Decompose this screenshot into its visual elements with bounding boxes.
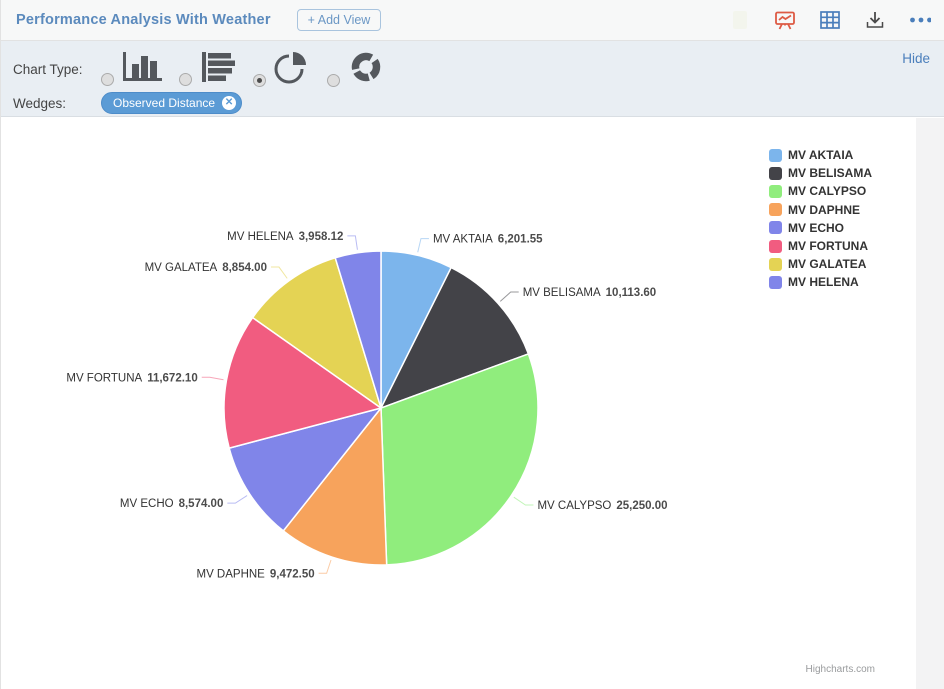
chart-area: MV AKTAIA 6,201.55 MV BELISAMA 10,113.60 MV …	[1, 117, 917, 683]
legend-swatch	[769, 148, 782, 162]
legend-item-mv-helena[interactable]: MV HELENA	[769, 273, 872, 291]
pie-data-label: MV GALATEA 8,854.00	[145, 262, 267, 274]
legend-swatch	[769, 257, 782, 271]
legend-swatch	[769, 239, 782, 253]
hide-link[interactable]: Hide	[902, 51, 930, 66]
pie-data-label: MV HELENA 3,958.12	[227, 231, 343, 243]
right-gutter	[916, 118, 944, 689]
chart-type-row: Chart Type:	[13, 49, 944, 89]
label-connector	[417, 238, 429, 253]
legend-swatch	[769, 184, 782, 198]
pie-data-label: MV CALYPSO 25,250.00	[537, 500, 667, 512]
legend-label: MV FORTUNA	[788, 239, 868, 254]
highcharts-credit[interactable]: Highcharts.com	[805, 664, 875, 675]
legend-swatch	[769, 203, 782, 217]
pie-radio[interactable]	[253, 73, 266, 87]
presentation-chart-icon[interactable]	[774, 9, 796, 31]
pie-data-label: MV DAPHNE 9,472.50	[196, 568, 314, 580]
legend-item-mv-galatea[interactable]: MV GALATEA	[769, 255, 872, 273]
legend-item-mv-daphne[interactable]: MV DAPHNE	[769, 201, 872, 219]
label-connector	[201, 376, 224, 381]
legend-swatch	[769, 166, 782, 180]
legend-item-mv-aktaia[interactable]: MV AKTAIA	[769, 146, 872, 164]
label-connector	[270, 266, 288, 279]
wedges-label: Wedges:	[13, 95, 67, 111]
legend-label: MV DAPHNE	[788, 202, 861, 217]
pie-slice-mv-calypso[interactable]	[380, 353, 539, 566]
wedge-tag[interactable]: Observed Distance ✕	[101, 92, 243, 114]
add-view-button[interactable]: + Add View	[296, 9, 382, 31]
pie-data-label: MV ECHO 8,574.00	[120, 498, 223, 510]
wedge-tag-label: Observed Distance	[113, 96, 216, 110]
legend-label: MV GALATEA	[788, 257, 867, 272]
pie-data-label: MV FORTUNA 11,672.10	[66, 372, 197, 384]
label-connector	[513, 496, 534, 506]
pie-slice-mv-belisama[interactable]	[380, 266, 530, 409]
pie-chart-icon	[273, 49, 313, 90]
label-connector	[227, 495, 248, 504]
label-connector	[499, 291, 519, 302]
header-actions	[729, 9, 931, 31]
legend-item-mv-belisama[interactable]: MV BELISAMA	[769, 164, 872, 182]
column-chart-icon	[121, 50, 165, 89]
pie-chart: MV AKTAIA 6,201.55 MV BELISAMA 10,113.60 MV …	[66, 231, 667, 580]
legend-label: MV HELENA	[788, 275, 859, 290]
remove-wedge-icon[interactable]: ✕	[222, 96, 237, 110]
header-bar: Performance Analysis With Weather + Add …	[1, 0, 944, 41]
bar-radio[interactable]	[179, 72, 192, 86]
pie-slice-mv-helena[interactable]	[334, 250, 382, 409]
legend-item-mv-echo[interactable]: MV ECHO	[769, 219, 872, 237]
legend-item-mv-calypso[interactable]: MV CALYPSO	[769, 182, 872, 200]
legend-label: MV BELISAMA	[788, 166, 872, 181]
legend-swatch	[769, 275, 782, 289]
ellipsis-icon[interactable]	[909, 9, 931, 31]
chart-type-option-column[interactable]	[101, 50, 165, 89]
wedges-row: Wedges: Observed Distance ✕	[13, 90, 944, 116]
pie-data-label: MV AKTAIA 6,201.55	[433, 234, 543, 246]
donut-radio[interactable]	[327, 73, 340, 87]
chart-legend: MV AKTAIA MV BELISAMA MV CALYPSO MV DAPHNE M…	[769, 146, 872, 292]
column-radio[interactable]	[101, 72, 114, 86]
chart-options-toolbar: Hide Chart Type:	[1, 41, 944, 117]
legend-label: MV CALYPSO	[788, 184, 867, 199]
chart-type-option-donut[interactable]	[327, 49, 385, 90]
chart-type-label: Chart Type:	[13, 61, 83, 77]
legend-label: MV AKTAIA	[788, 148, 854, 163]
chart-type-option-bar[interactable]	[179, 50, 239, 89]
page-title: Performance Analysis With Weather	[16, 12, 271, 28]
bar-chart-icon	[199, 50, 239, 89]
table-icon[interactable]	[819, 9, 841, 31]
pie-slice-mv-fortuna[interactable]	[223, 316, 382, 449]
download-icon[interactable]	[864, 9, 886, 31]
legend-item-mv-fortuna[interactable]: MV FORTUNA	[769, 237, 872, 255]
pie-slice-mv-galatea[interactable]	[251, 257, 382, 409]
label-connector	[347, 235, 358, 250]
legend-swatch	[769, 221, 782, 235]
donut-chart-icon	[347, 49, 385, 90]
label-connector	[318, 559, 332, 574]
chart-type-option-pie[interactable]	[253, 49, 313, 90]
legend-label: MV ECHO	[788, 220, 845, 235]
pie-slice-mv-daphne[interactable]	[282, 407, 388, 566]
pie-data-label: MV BELISAMA 10,113.60	[523, 287, 657, 299]
disabled-icon	[729, 9, 751, 31]
